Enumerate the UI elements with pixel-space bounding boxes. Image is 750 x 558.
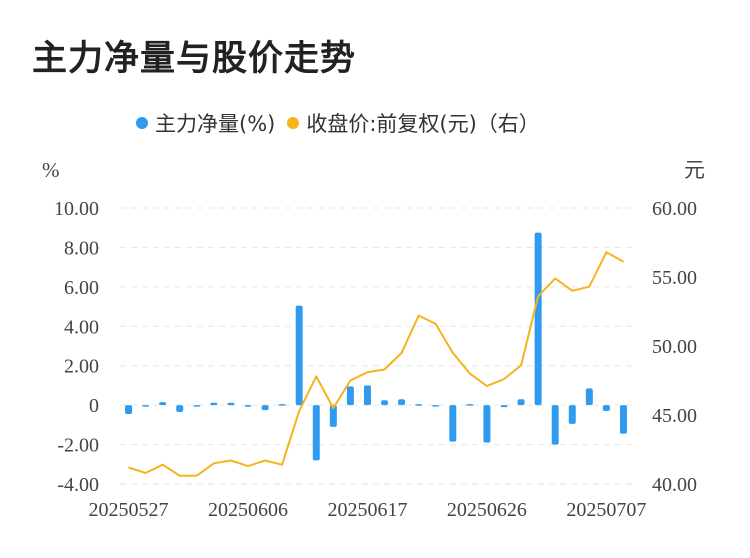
bar — [159, 402, 167, 406]
right-tick-label: 55.00 — [652, 267, 697, 289]
axes-labels: 10.00 8.00 6.00 4.00 2.00 0 -2.00 -4.00 60.00 55.… — [42, 158, 705, 521]
x-tick-label: 20250617 — [327, 499, 407, 521]
bar — [244, 405, 252, 407]
bar — [534, 232, 542, 406]
right-tick-label: 40.00 — [652, 474, 697, 496]
right-axis-unit: 元 — [684, 158, 705, 182]
legend-item-net-volume[interactable]: 主力净量(%) — [136, 108, 275, 138]
bar — [415, 404, 423, 406]
price-line — [128, 251, 624, 477]
bar — [295, 305, 303, 406]
legend: 主力净量(%) 收盘价:前复权(元)（右） — [136, 108, 552, 138]
bar — [500, 405, 508, 408]
right-tick-label: 60.00 — [652, 198, 697, 220]
left-tick-label: 10.00 — [54, 198, 99, 220]
bar-series — [125, 232, 627, 461]
bar — [398, 399, 406, 406]
bar — [142, 405, 150, 407]
legend-dot-close-price — [287, 117, 300, 129]
bar — [432, 405, 440, 407]
bar — [193, 405, 201, 407]
right-tick-label: 45.00 — [652, 405, 697, 427]
left-tick-label: 0 — [89, 395, 99, 417]
bar — [312, 405, 320, 461]
bar — [619, 405, 627, 434]
left-tick-label: 8.00 — [64, 237, 99, 259]
bar — [585, 388, 593, 406]
right-tick-label: 50.00 — [652, 336, 697, 358]
bar — [449, 405, 457, 442]
chart-title: 主力净量与股价走势 — [32, 39, 357, 79]
left-tick-label: 2.00 — [64, 356, 99, 378]
bar — [278, 404, 286, 406]
bar — [261, 405, 269, 411]
bar — [176, 405, 184, 413]
bar — [551, 405, 559, 445]
bar — [568, 405, 576, 424]
bar — [210, 402, 218, 406]
x-tick-label: 20250606 — [208, 499, 288, 521]
legend-label-net-volume: 主力净量(%) — [155, 112, 276, 136]
bar — [483, 405, 491, 443]
legend-dot-net-volume — [136, 117, 148, 129]
bar — [125, 405, 133, 415]
bar — [602, 405, 610, 412]
bar — [329, 405, 337, 427]
legend-label-close-price: 收盘价:前复权(元)（右） — [306, 112, 540, 136]
line-series — [128, 251, 624, 477]
x-tick-label: 20250707 — [566, 499, 646, 521]
bar — [346, 386, 354, 406]
x-tick-label: 20250626 — [447, 499, 527, 521]
left-tick-label: 6.00 — [64, 277, 99, 299]
bar — [227, 402, 235, 406]
left-tick-label: -4.00 — [57, 474, 99, 496]
bar — [381, 400, 389, 406]
bar — [363, 385, 371, 406]
legend-item-close-price[interactable]: 收盘价:前复权(元)（右） — [287, 108, 540, 138]
left-tick-label: 4.00 — [64, 316, 99, 338]
bar — [517, 399, 525, 406]
bar — [466, 404, 474, 406]
left-axis-unit: % — [42, 158, 60, 182]
gridlines — [120, 207, 632, 485]
left-tick-label: -2.00 — [57, 435, 99, 457]
x-tick-label: 20250527 — [89, 499, 169, 521]
